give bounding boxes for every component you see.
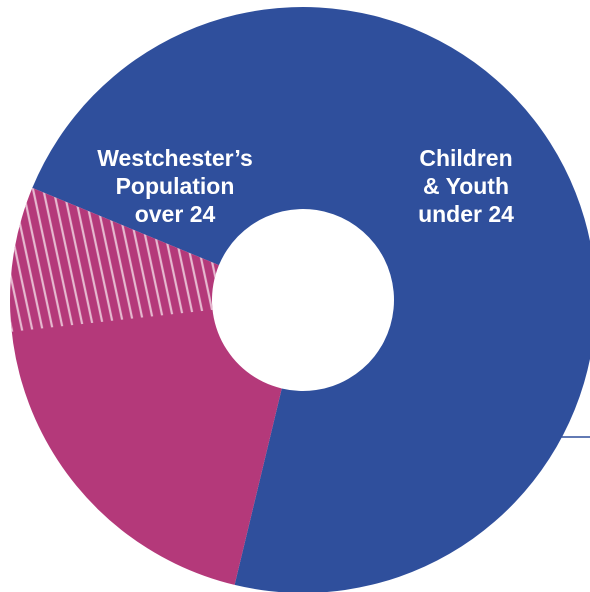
slice-label-line: under 24: [418, 201, 514, 227]
hatched-segment: [9, 187, 219, 332]
slice-label-1: Westchester’s Population over 24: [97, 145, 253, 227]
slice-label-line: over 24: [135, 201, 216, 227]
slice-label-2: Children & Youth under 24: [418, 145, 514, 227]
slice-label-line: Children: [419, 145, 512, 171]
slice-label-line: Westchester’s: [97, 145, 253, 171]
donut-slice-1: [32, 7, 590, 592]
slice-label-line: Population: [116, 173, 235, 199]
slice-label-line: & Youth: [423, 173, 509, 199]
